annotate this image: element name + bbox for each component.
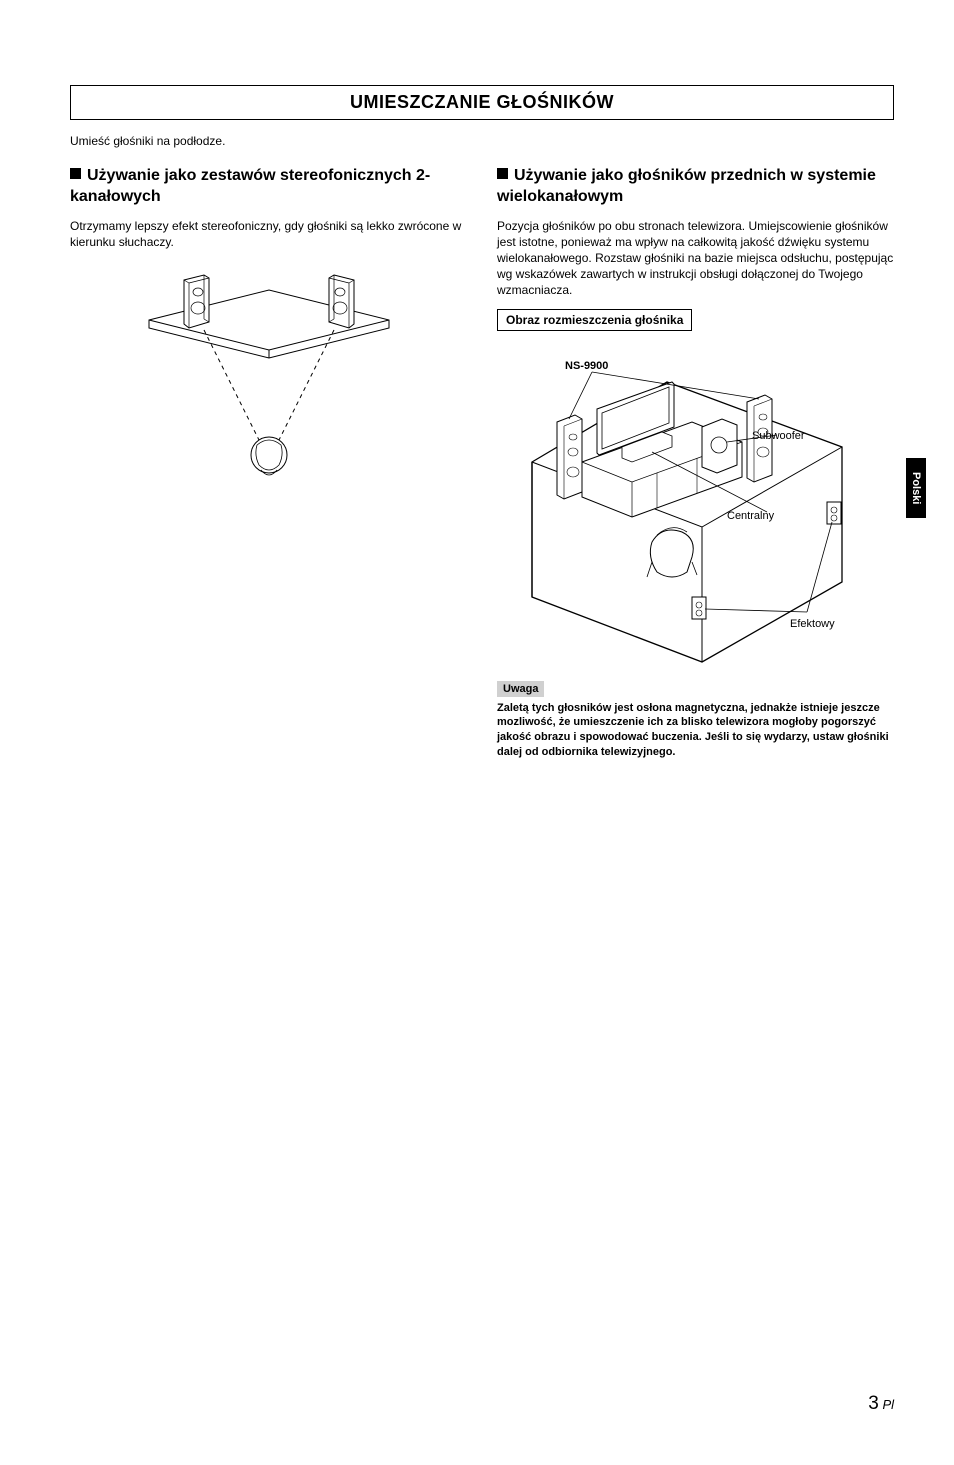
center-label: Centralny bbox=[727, 510, 775, 522]
page-suffix: Pl bbox=[882, 1397, 894, 1412]
page-number: 3 Pl bbox=[868, 1393, 894, 1415]
left-body: Otrzymamy lepszy efekt stereofoniczny, g… bbox=[70, 218, 467, 250]
surround-left-icon bbox=[692, 597, 706, 619]
main-heading: UMIESZCZANIE GŁOŚNIKÓW bbox=[70, 85, 894, 120]
left-subheading: Używanie jako zestawów stereofonicznych … bbox=[70, 166, 467, 208]
subwoofer-icon bbox=[702, 419, 737, 473]
model-label: NS-9900 bbox=[565, 360, 608, 372]
intro-text: Umieść głośniki na podłodze. bbox=[70, 134, 894, 148]
subwoofer-label: Subwoofer bbox=[752, 430, 805, 442]
note-text: Zaletą tych głosników jest osłona magnet… bbox=[497, 701, 894, 760]
right-column: Używanie jako głośników przednich w syst… bbox=[497, 166, 894, 760]
right-heading-text: Używanie jako głośników przednich w syst… bbox=[497, 167, 876, 205]
layout-box-label: Obraz rozmieszczenia głośnika bbox=[497, 309, 692, 331]
stereo-diagram bbox=[129, 270, 409, 490]
right-speaker-icon bbox=[329, 275, 354, 328]
note-tag: Uwaga bbox=[497, 681, 544, 697]
left-speaker-icon bbox=[184, 275, 209, 328]
left-heading-text: Używanie jako zestawów stereofonicznych … bbox=[70, 167, 430, 205]
bullet-icon bbox=[497, 168, 508, 179]
surround-label: Efektowy bbox=[790, 618, 835, 630]
surround-right-icon bbox=[827, 502, 841, 524]
left-column: Używanie jako zestawów stereofonicznych … bbox=[70, 166, 467, 760]
page-number-value: 3 bbox=[868, 1393, 879, 1414]
right-subheading: Używanie jako głośników przednich w syst… bbox=[497, 166, 894, 208]
listener-icon bbox=[251, 437, 287, 475]
multichannel-diagram: NS-9900 Subwoofer Centralny Efektowy bbox=[497, 347, 877, 667]
right-body: Pozycja głośników po obu stronach telewi… bbox=[497, 218, 894, 299]
bullet-icon bbox=[70, 168, 81, 179]
language-tab: Polski bbox=[906, 458, 926, 518]
front-left-speaker-icon bbox=[557, 415, 582, 499]
